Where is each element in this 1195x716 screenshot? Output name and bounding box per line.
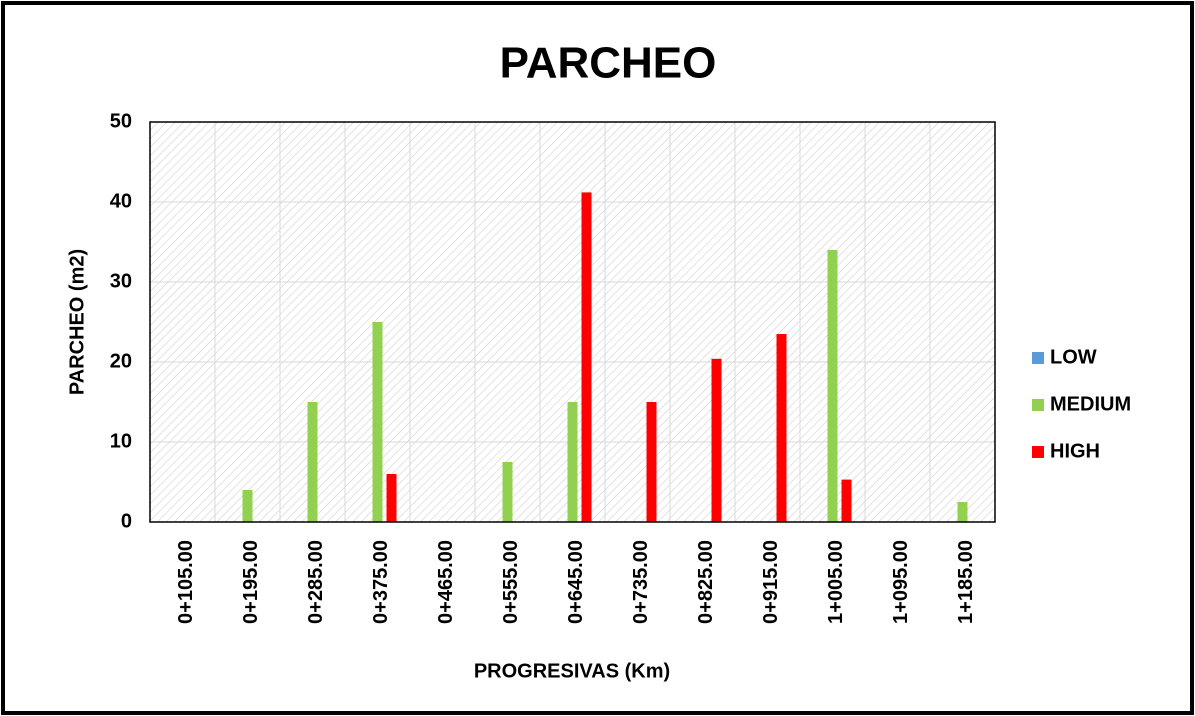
y-axis-title: PARCHEO (m2) <box>66 249 88 395</box>
x-tick-label: 0+735.00 <box>630 540 652 624</box>
y-tick-label: 0 <box>121 510 132 532</box>
y-tick-label: 10 <box>110 430 132 452</box>
legend-swatch <box>1032 352 1044 364</box>
bar <box>841 479 852 522</box>
legend-label: MEDIUM <box>1050 393 1131 415</box>
y-tick-label: 30 <box>110 270 132 292</box>
x-tick-label: 0+825.00 <box>695 540 717 624</box>
chart-title: PARCHEO <box>500 39 717 88</box>
x-tick-label: 0+915.00 <box>760 540 782 624</box>
bar <box>567 402 578 522</box>
bar <box>502 462 513 522</box>
x-tick-label: 0+465.00 <box>435 540 457 624</box>
legend-label: LOW <box>1050 346 1097 368</box>
x-tick-label: 1+185.00 <box>955 540 977 624</box>
bar <box>581 192 592 522</box>
bar <box>776 334 787 522</box>
y-tick-label: 40 <box>110 190 132 212</box>
x-tick-label: 0+555.00 <box>500 540 522 624</box>
plot-border <box>149 121 996 523</box>
x-tick-label: 0+285.00 <box>305 540 327 624</box>
x-axis-title: PROGRESIVAS (Km) <box>474 660 670 682</box>
legend-swatch <box>1032 446 1044 458</box>
bar <box>957 502 968 522</box>
x-tick-label: 0+195.00 <box>240 540 262 624</box>
bar <box>711 358 722 522</box>
x-tick-label: 0+375.00 <box>370 540 392 624</box>
bar <box>307 402 318 522</box>
legend-label: HIGH <box>1050 440 1100 462</box>
bar <box>386 474 397 522</box>
bar <box>827 250 838 522</box>
bar <box>242 490 253 522</box>
y-tick-label: 20 <box>110 350 132 372</box>
x-tick-label: 1+005.00 <box>825 540 847 624</box>
x-tick-label: 1+095.00 <box>890 540 912 624</box>
x-tick-label: 0+645.00 <box>565 540 587 624</box>
x-tick-label: 0+105.00 <box>175 540 197 624</box>
legend-swatch <box>1032 399 1044 411</box>
bar <box>646 402 657 522</box>
y-tick-label: 50 <box>110 110 132 132</box>
bar <box>372 322 383 522</box>
